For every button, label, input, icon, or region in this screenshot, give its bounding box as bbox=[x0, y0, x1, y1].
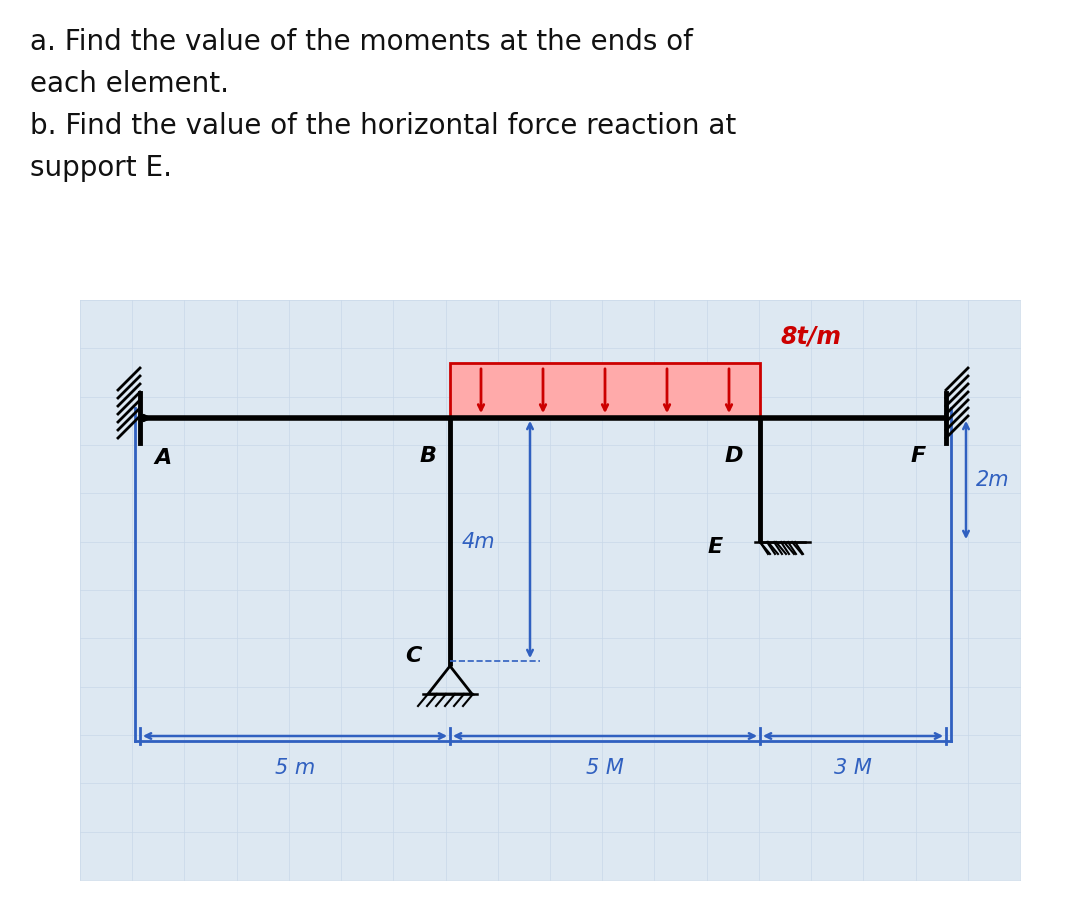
Text: 3 M: 3 M bbox=[834, 758, 872, 778]
Bar bbox=[450, 363, 760, 418]
Text: 5 M: 5 M bbox=[586, 758, 624, 778]
Text: 8t/m: 8t/m bbox=[780, 324, 841, 348]
Text: B: B bbox=[420, 446, 437, 466]
Text: 5 m: 5 m bbox=[275, 758, 315, 778]
Text: D: D bbox=[725, 446, 743, 466]
Bar bbox=[80, 300, 1020, 880]
Text: F: F bbox=[912, 446, 927, 466]
Text: 4m: 4m bbox=[461, 532, 495, 552]
Text: a. Find the value of the moments at the ends of: a. Find the value of the moments at the … bbox=[30, 28, 693, 56]
Text: each element.: each element. bbox=[30, 70, 229, 98]
Text: 2m: 2m bbox=[976, 470, 1010, 490]
Text: E: E bbox=[708, 537, 724, 557]
Text: b. Find the value of the horizontal force reaction at: b. Find the value of the horizontal forc… bbox=[30, 112, 737, 140]
Text: support E.: support E. bbox=[30, 154, 172, 182]
Text: A: A bbox=[154, 448, 172, 468]
Text: C: C bbox=[405, 646, 421, 666]
